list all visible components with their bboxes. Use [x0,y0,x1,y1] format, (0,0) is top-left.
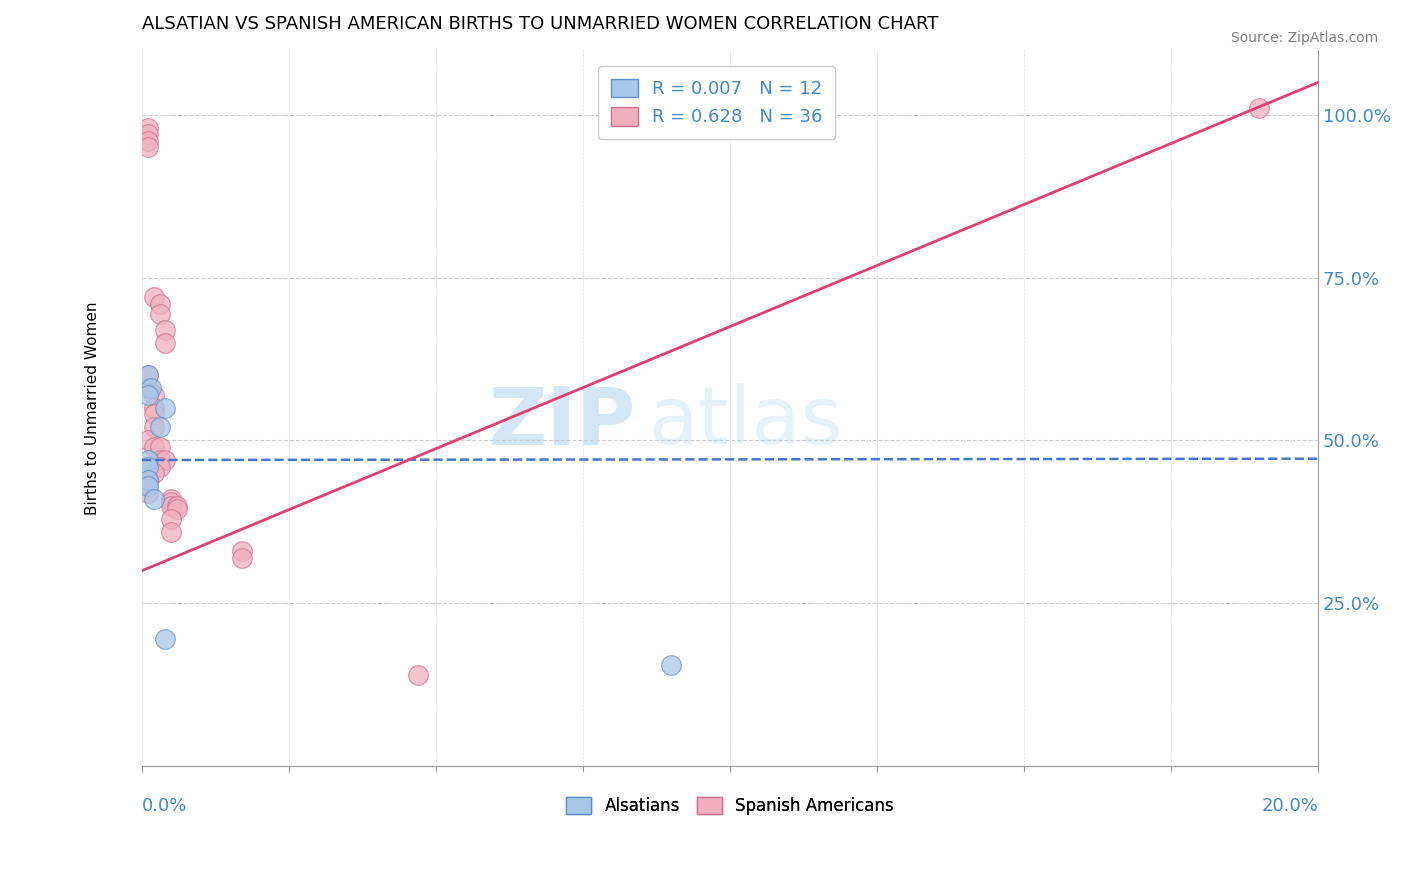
Text: 20.0%: 20.0% [1261,797,1319,814]
Point [142,466,165,480]
Point [136,368,159,383]
Point [149,459,172,474]
Point [160,524,183,539]
Text: ZIP: ZIP [489,384,636,461]
Text: Source: ZipAtlas.com: Source: ZipAtlas.com [1230,31,1378,45]
Point [142,491,165,506]
Point [408,668,430,682]
Legend: Alsatians, Spanish Americans: Alsatians, Spanish Americans [560,790,900,822]
Point [149,420,172,434]
Point [136,134,159,148]
Point [155,323,177,337]
Point [136,120,159,135]
Text: 0.0%: 0.0% [142,797,187,814]
Point [136,381,159,395]
Point [160,511,183,525]
Point [142,420,165,434]
Point [136,459,159,474]
Point [659,658,682,673]
Point [142,408,165,422]
Point [136,479,159,493]
Point [155,401,177,415]
Point [142,440,165,454]
Point [136,473,159,487]
Y-axis label: Births to Unmarried Women: Births to Unmarried Women [86,301,100,515]
Point [149,440,172,454]
Point [136,453,159,467]
Point [166,499,188,513]
Point [136,388,159,402]
Point [155,335,177,350]
Point [231,544,253,558]
Point [231,550,253,565]
Text: ALSATIAN VS SPANISH AMERICAN BIRTHS TO UNMARRIED WOMEN CORRELATION CHART: ALSATIAN VS SPANISH AMERICAN BIRTHS TO U… [142,15,938,33]
Point [136,368,159,383]
Point [1249,102,1271,116]
Point [160,499,183,513]
Point [149,297,172,311]
Point [160,491,183,506]
Point [166,501,188,516]
Point [136,479,159,493]
Point [155,453,177,467]
Point [142,401,165,415]
Point [136,128,159,142]
Point [155,632,177,646]
Point [142,290,165,304]
Point [142,388,165,402]
Point [149,453,172,467]
Point [160,495,183,509]
Point [136,140,159,154]
Point [149,306,172,320]
Point [136,485,159,500]
Point [136,434,159,448]
Text: atlas: atlas [648,384,842,461]
Point [139,381,162,395]
Point [136,473,159,487]
